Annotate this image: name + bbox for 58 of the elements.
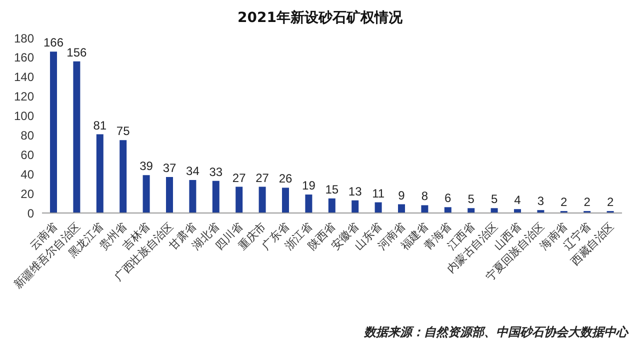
data-label: 166: [43, 36, 64, 50]
bar: [166, 177, 173, 213]
data-label: 15: [325, 182, 339, 196]
y-tick-label: 40: [20, 167, 34, 182]
data-label: 33: [209, 164, 223, 179]
bar: [421, 205, 428, 213]
bar: [142, 175, 150, 213]
chart-title: 2021年新设砂石矿权情况: [236, 8, 404, 28]
data-label: 2: [584, 195, 591, 210]
bar: [328, 198, 336, 213]
data-label: 11: [372, 186, 385, 200]
bar: [236, 186, 243, 213]
y-tick-label: 20: [20, 186, 34, 201]
data-label: 4: [514, 193, 522, 208]
data-label: 9: [398, 188, 406, 202]
bar: [398, 204, 405, 213]
data-label: 5: [490, 192, 498, 206]
data-label: 75: [116, 124, 130, 138]
bar: [514, 209, 521, 213]
data-label: 8: [421, 189, 428, 204]
data-label: 2: [606, 195, 614, 210]
data-label: 3: [537, 194, 544, 208]
y-tick-label: 0: [27, 206, 34, 220]
bar: [444, 207, 452, 213]
y-tick-label: 80: [20, 128, 34, 142]
bar: [96, 134, 104, 213]
bar: [73, 61, 80, 213]
data-label: 37: [162, 161, 176, 176]
y-tick-label: 120: [14, 90, 34, 104]
bar: [212, 180, 220, 213]
bar: [490, 208, 498, 213]
data-label: 5: [468, 192, 475, 206]
data-label: 156: [66, 45, 88, 60]
data-label: 6: [444, 191, 452, 206]
bar: [374, 202, 382, 213]
bar: [282, 188, 289, 213]
y-tick-label: 180: [14, 31, 34, 46]
data-label: 27: [232, 170, 246, 185]
data-label: 2: [560, 195, 568, 210]
y-tick-label: 160: [14, 50, 34, 65]
data-label: 13: [348, 184, 362, 198]
data-label: 27: [256, 170, 270, 185]
y-tick-label: 140: [14, 70, 34, 84]
data-label: 26: [278, 172, 292, 186]
bar: [50, 52, 57, 213]
data-label: 81: [93, 118, 107, 132]
y-tick-label: 100: [14, 109, 34, 124]
source-note: 数据来源：自然资源部、中国砂石协会大数据中心: [364, 324, 628, 341]
bar: [120, 140, 127, 213]
bar: [258, 186, 266, 213]
data-label: 39: [140, 159, 154, 174]
data-label: 19: [302, 178, 316, 193]
bar: [352, 200, 359, 213]
bar: [305, 194, 312, 213]
data-label: 34: [186, 164, 200, 178]
bar: [189, 180, 196, 213]
y-tick-label: 60: [20, 148, 34, 162]
bar: [468, 208, 475, 213]
